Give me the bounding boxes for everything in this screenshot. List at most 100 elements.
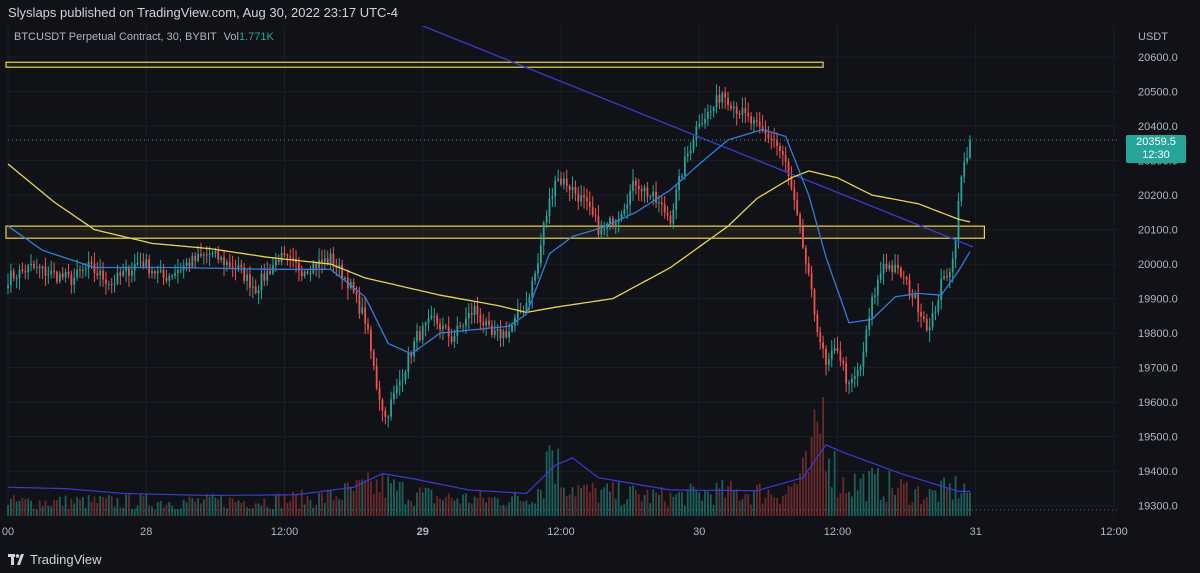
chart-area[interactable]: USDT20600.020500.020400.020300.020200.02… [0, 0, 1200, 546]
candle-body [488, 320, 490, 326]
candle-body [755, 120, 758, 122]
volume-bar [899, 479, 902, 516]
volume-bar [214, 497, 217, 516]
candle-body [116, 272, 119, 284]
volume-bar [84, 508, 87, 516]
volume-bar [888, 470, 891, 516]
candle-body [539, 245, 542, 264]
volume-bar [868, 471, 871, 516]
volume-bar [442, 500, 444, 516]
candle-body [744, 108, 747, 114]
volume-bar [505, 506, 508, 516]
volume-bar [188, 496, 191, 516]
volume-bar [957, 498, 960, 516]
candle-body [470, 313, 473, 315]
volume-bar [476, 498, 479, 516]
volume-bar [79, 499, 81, 516]
candle-body [802, 226, 804, 248]
volume-bar [511, 496, 513, 516]
symbol-legend[interactable]: BTCUSDT Perpetual Contract, 30, BYBIT Vo… [14, 31, 274, 43]
candle-body [940, 278, 943, 300]
volume-bar [698, 492, 701, 516]
candle-body [168, 275, 171, 281]
volume-bar [125, 494, 127, 516]
candle-body [341, 264, 344, 280]
volume-bar [865, 501, 868, 516]
candle-body [793, 188, 796, 201]
volume-bar [292, 491, 295, 516]
volume-bar [804, 451, 807, 516]
candle-body [626, 204, 629, 209]
candle-body [672, 209, 675, 224]
candle-body [954, 239, 957, 259]
price-tick-label: 19500.0 [1138, 432, 1178, 444]
candlestick-chart[interactable]: USDT20600.020500.020400.020300.020200.02… [0, 0, 1200, 546]
candle-body [30, 264, 32, 266]
candle-body [859, 367, 862, 370]
volume-bar [410, 501, 413, 516]
volume-bar [721, 479, 724, 516]
volume-bar [202, 499, 205, 516]
volume-bar [70, 498, 73, 516]
volume-bar [502, 504, 505, 516]
candle-body [136, 262, 139, 265]
volume-bar [528, 504, 531, 516]
volume-bar [727, 485, 729, 516]
candle-body [459, 325, 462, 327]
candle-body [620, 214, 623, 220]
volume-bar [920, 503, 922, 516]
symbol-title: BTCUSDT Perpetual Contract, 30, BYBIT [14, 31, 217, 43]
candle-body [565, 178, 568, 186]
volume-bar [335, 496, 338, 516]
volume-bar [151, 506, 153, 516]
candle-body [629, 190, 632, 205]
volume-bar [295, 493, 297, 516]
candle-body [102, 270, 104, 280]
volume-bar [64, 495, 67, 516]
candle-body [816, 314, 819, 333]
candle-body [937, 299, 940, 312]
volume-bar [361, 479, 364, 516]
candle-body [47, 274, 50, 276]
volume-bar [153, 509, 156, 516]
volume-bar [277, 493, 280, 516]
volume-bar [30, 500, 32, 516]
volume-bar [266, 507, 269, 516]
candle-body [76, 269, 79, 278]
volume-bar [67, 509, 70, 516]
volume-bar [603, 487, 606, 516]
candle-body [897, 264, 899, 268]
volume-bar [274, 494, 277, 516]
volume-bar [874, 474, 876, 516]
candle-body [197, 253, 199, 261]
candle-body [753, 120, 755, 124]
candle-body [960, 176, 963, 202]
candle-body [467, 313, 470, 319]
volume-bar [764, 497, 767, 516]
last-price-value: 20359.5 [1136, 136, 1176, 148]
time-axis[interactable]: 00 28 12:00 29 12:00 30 12:00 31 12:00 [0, 516, 1200, 546]
volume-bar [272, 509, 274, 516]
candle-body [361, 307, 364, 314]
volume-bar [542, 498, 545, 516]
candle-body [249, 274, 251, 288]
candle-body [623, 208, 626, 215]
candle-body [162, 269, 165, 278]
volume-bar [681, 492, 683, 516]
candle-body [790, 175, 793, 189]
candle-body [332, 253, 335, 267]
volume-bar [614, 499, 617, 516]
volume-bar [611, 482, 614, 516]
candle-body [781, 151, 784, 155]
volume-bar [591, 482, 594, 516]
volume-bar [701, 500, 704, 516]
candle-body [286, 254, 289, 257]
volume-bar [257, 503, 260, 516]
candle-body [545, 215, 548, 223]
candle-body [738, 113, 741, 115]
volume-bar [770, 494, 773, 516]
candle-body [174, 272, 176, 276]
candle-body [410, 353, 413, 357]
candle-body [735, 106, 738, 114]
price-axis[interactable]: USDT20600.020500.020400.020300.020200.02… [1118, 26, 1200, 546]
